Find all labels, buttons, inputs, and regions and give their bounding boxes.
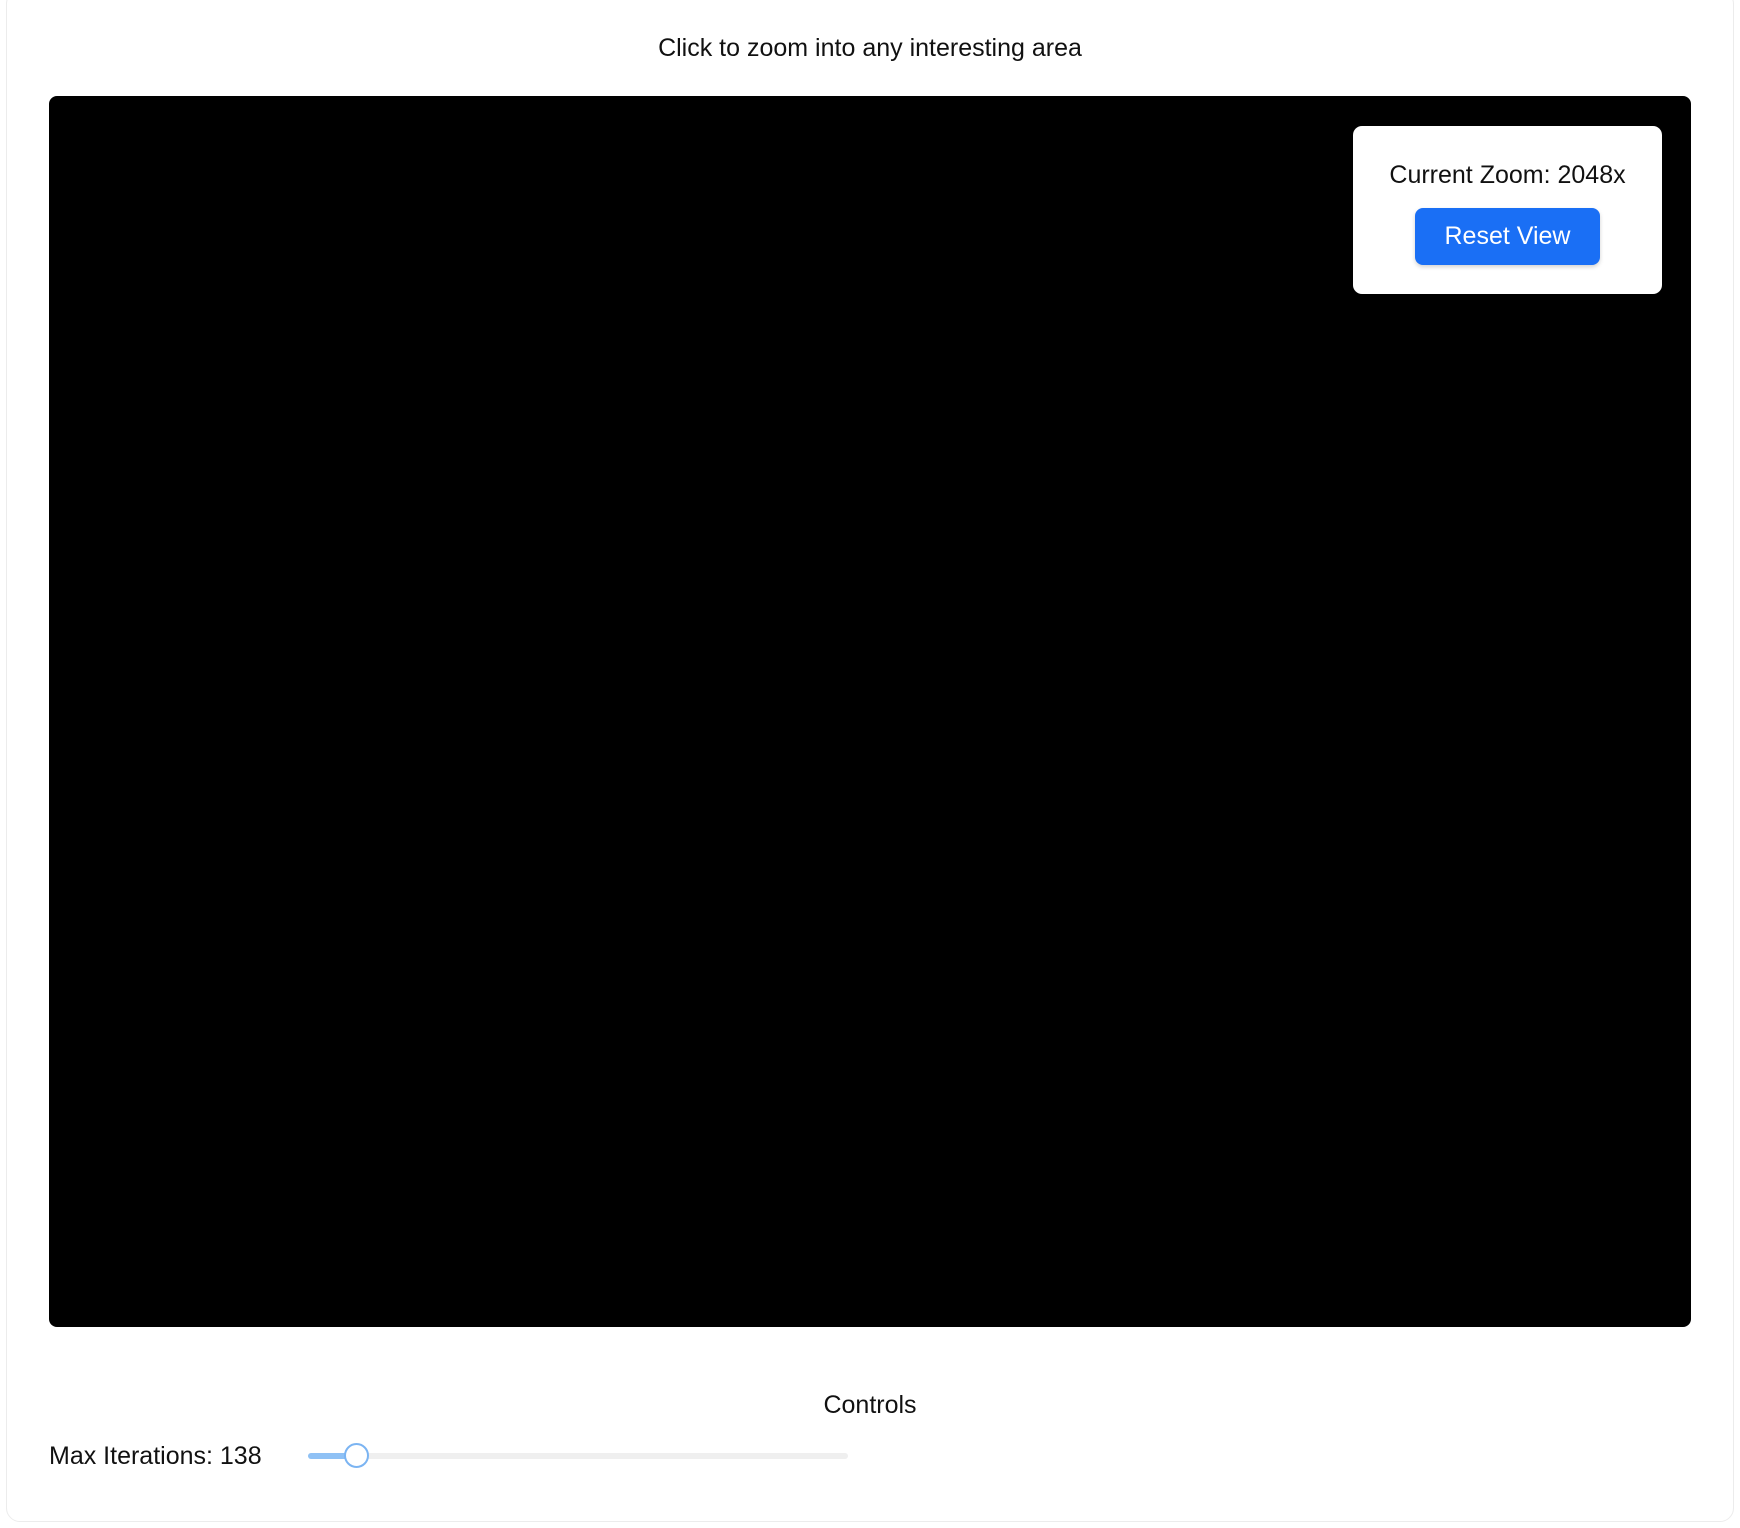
current-zoom-label: Current Zoom: 2048x (1389, 161, 1626, 189)
slider-thumb[interactable] (344, 1443, 369, 1468)
max-iterations-label: Max Iterations: 138 (49, 1442, 262, 1470)
app-frame (6, 0, 1734, 1522)
controls-heading: Controls (823, 1391, 917, 1419)
mandelbrot-canvas[interactable] (49, 96, 1691, 1327)
max-iterations-slider[interactable] (308, 1441, 848, 1471)
zoom-panel: Current Zoom: 2048x Reset View (1353, 126, 1662, 294)
slider-fill (308, 1453, 357, 1459)
slider-track[interactable] (308, 1453, 848, 1459)
instruction-text: Click to zoom into any interesting area (658, 34, 1082, 62)
reset-view-button[interactable]: Reset View (1415, 208, 1600, 265)
fractal-viewport[interactable] (49, 96, 1691, 1327)
